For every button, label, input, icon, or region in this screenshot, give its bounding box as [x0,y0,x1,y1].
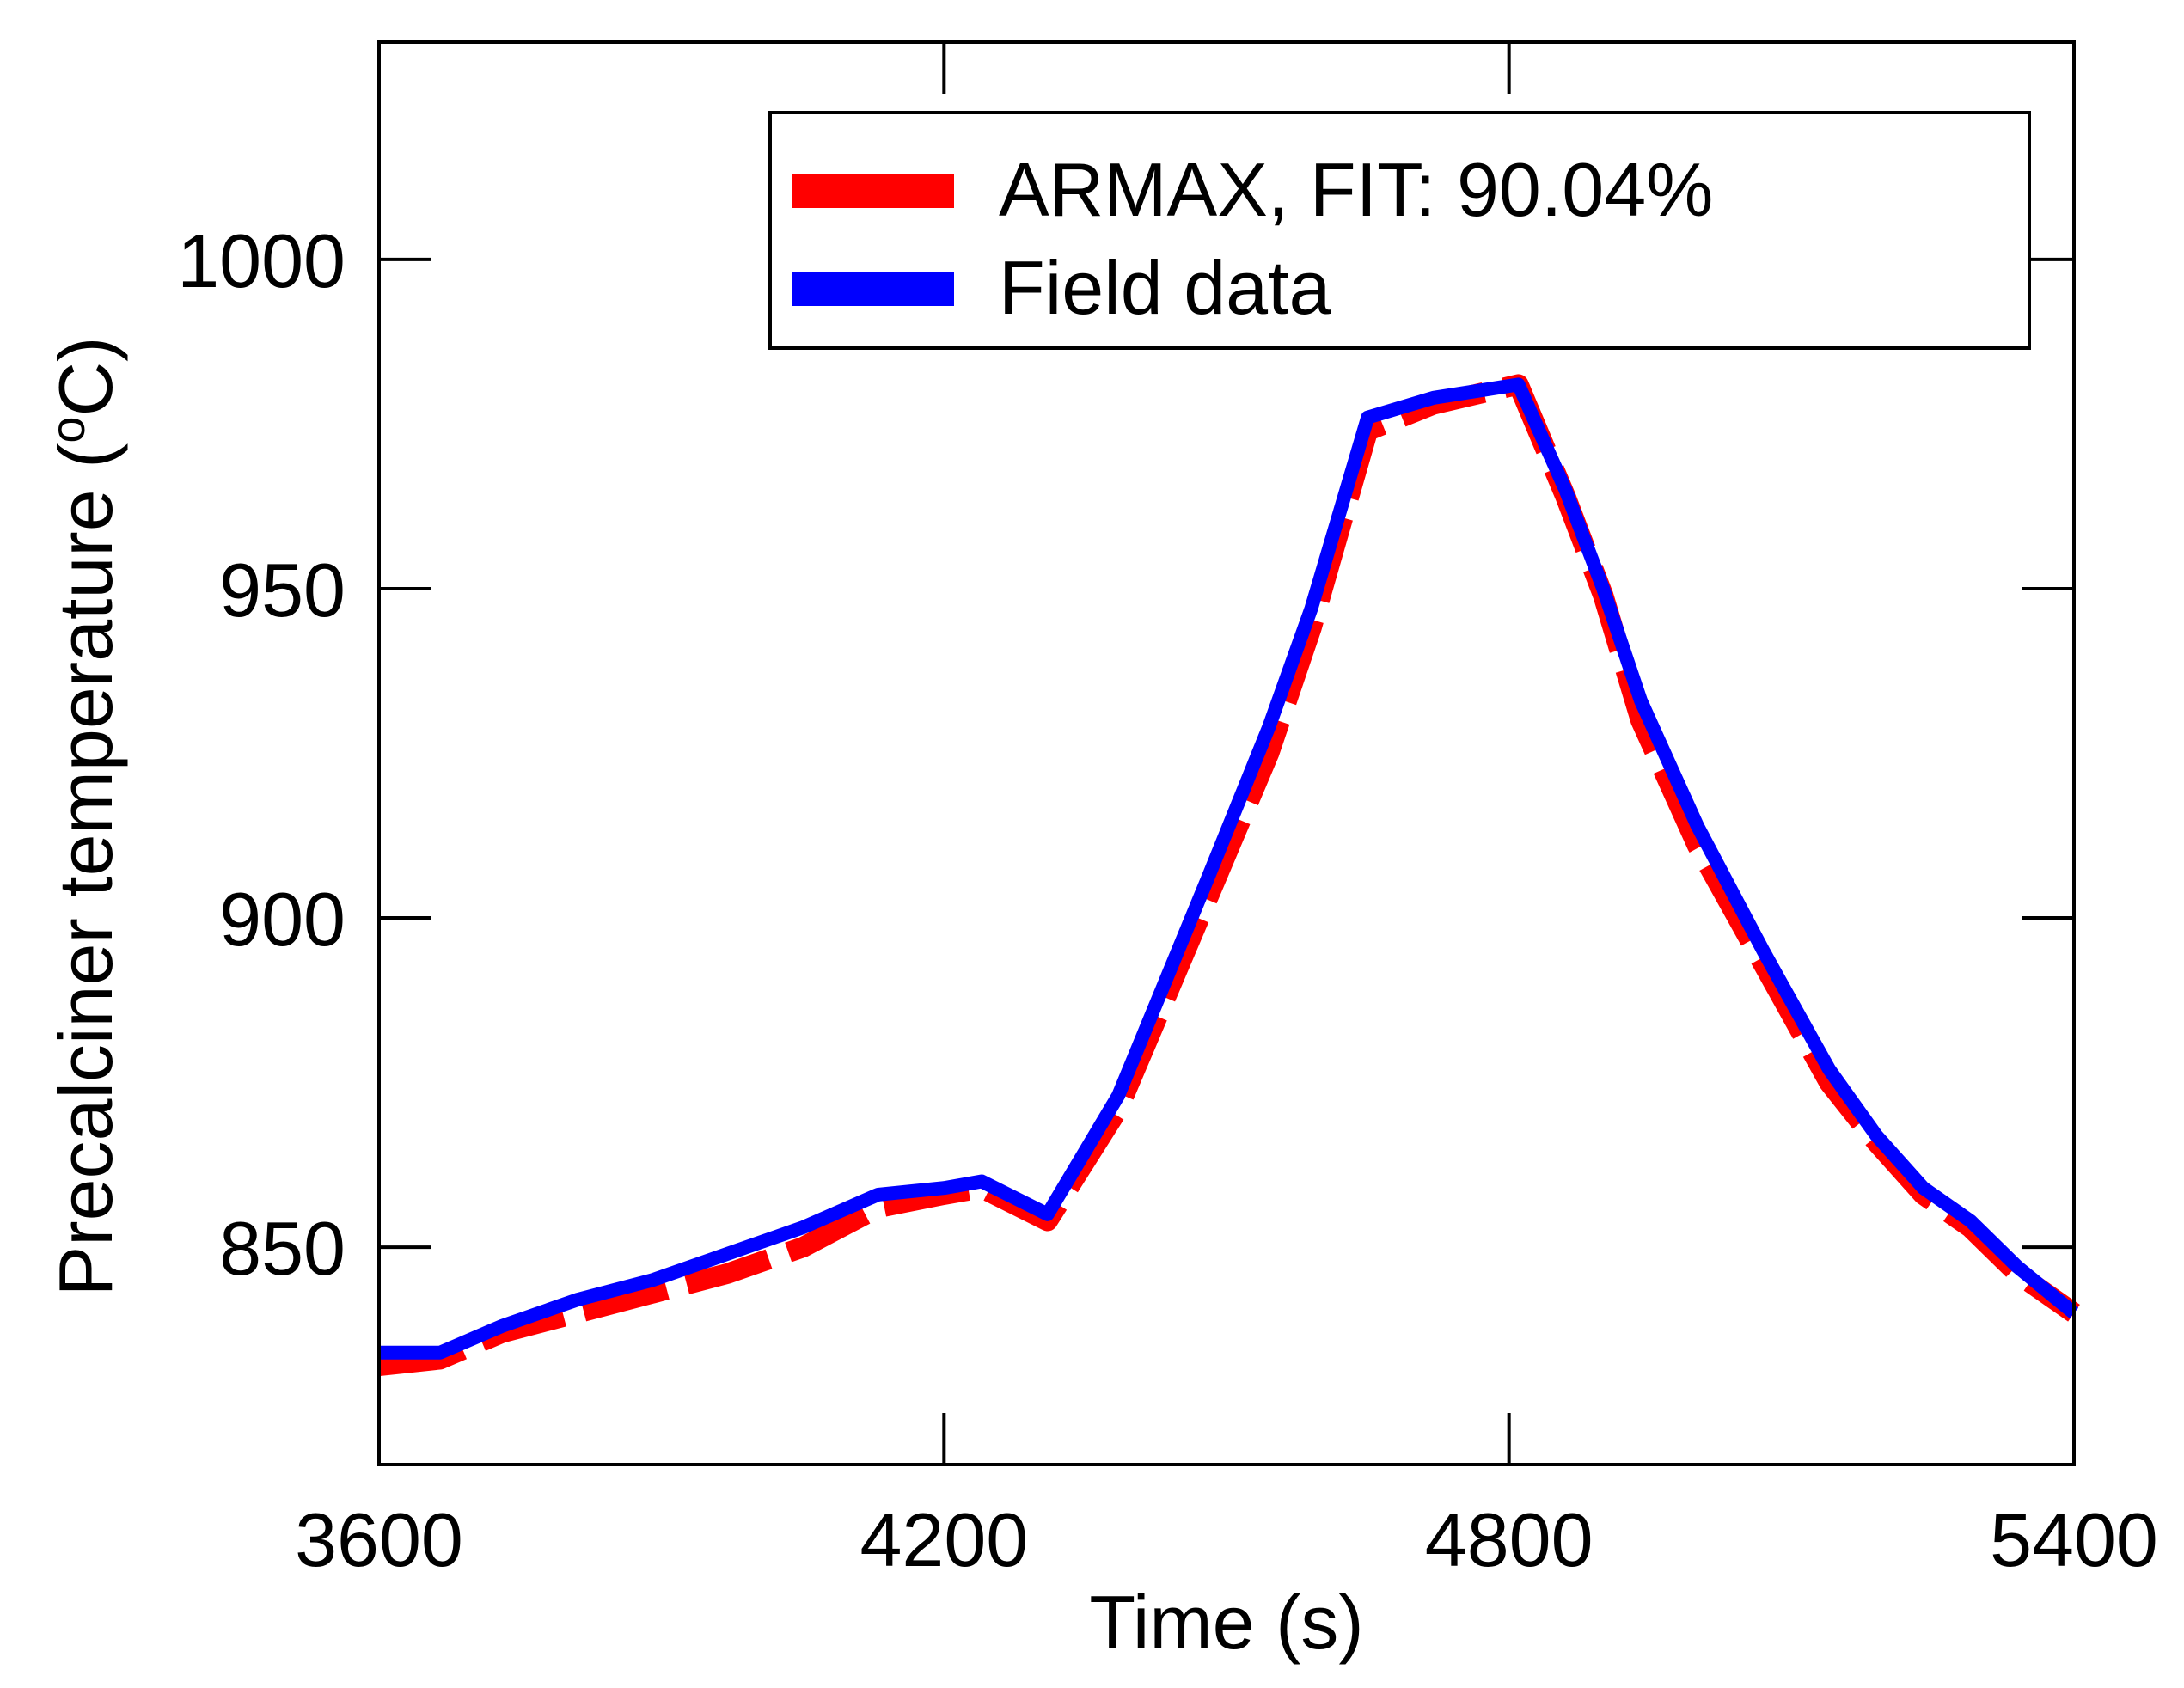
y-axis-label-main: Precalciner temperature ( [43,443,128,1297]
x-tick-label-5400: 5400 [1990,1497,2158,1582]
tick-layer: 3600 4200 4800 5400 850 900 950 1000 [177,42,2158,1582]
y-tick-label-1000: 1000 [177,218,346,303]
x-tick-label-3600: 3600 [295,1497,463,1582]
legend-label-field-data: Field data [999,245,1331,330]
y-tick-label-850: 850 [219,1206,346,1291]
y-tick-label-900: 900 [219,877,346,962]
legend: ARMAX, FIT: 90.04% Field data [768,111,2031,350]
x-axis-label: Time (s) [1089,1580,1363,1665]
legend-box [768,111,2031,350]
legend-label-armax: ARMAX, FIT: 90.04% [999,147,1713,232]
series-layer [377,374,2080,1377]
y-axis-label: Precalciner temperature (oC) [40,337,128,1297]
series-line-field-data [379,377,2079,1360]
y-axis-label-degree: o [40,416,95,443]
x-tick-label-4800: 4800 [1425,1497,1594,1582]
y-axis-label-unit: C) [43,337,128,417]
plot-frame [377,40,2076,1466]
x-tick-label-4200: 4200 [860,1497,1028,1582]
y-tick-label-950: 950 [219,547,346,633]
